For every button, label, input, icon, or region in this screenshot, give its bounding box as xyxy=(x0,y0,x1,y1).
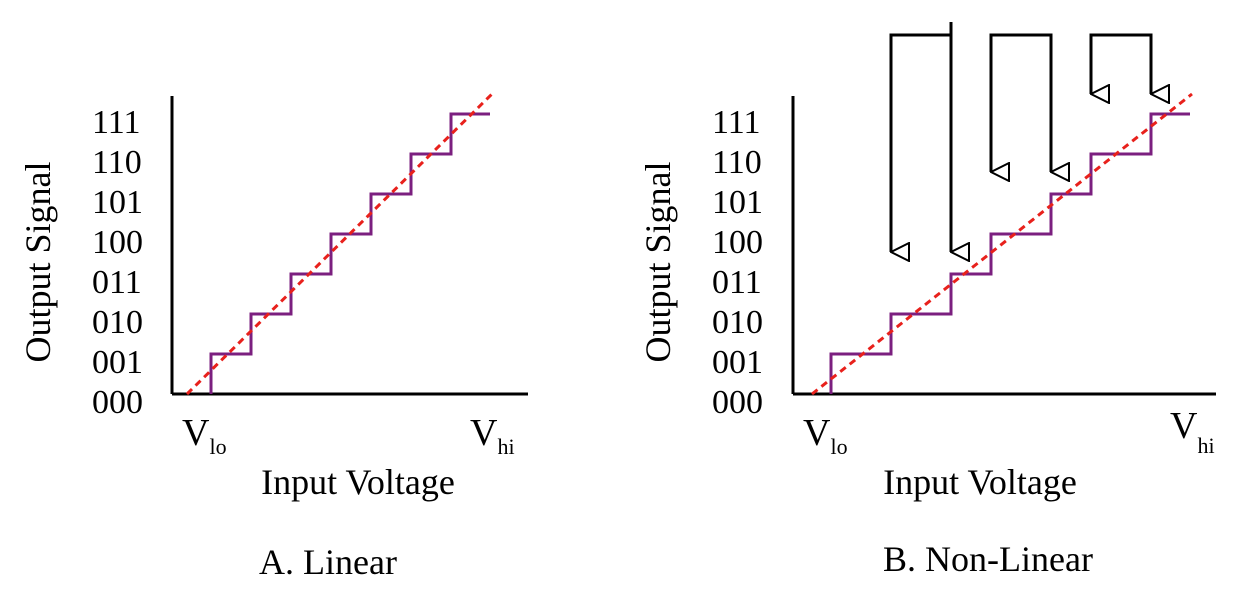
bracket-arrow-medium xyxy=(989,33,1051,172)
y-tick-011: 011 xyxy=(92,264,142,301)
y-tick-110: 110 xyxy=(92,144,142,181)
v-hi-label: Vhi xyxy=(470,412,515,459)
step-width-arrows xyxy=(889,22,1151,252)
x-axis-title: Input Voltage xyxy=(883,462,1077,502)
y-axis-title: Output Signal xyxy=(18,161,58,362)
y-tick-000: 000 xyxy=(92,384,143,421)
v-hi-symbol: V xyxy=(470,412,498,454)
y-axis-title: Output Signal xyxy=(638,161,678,362)
v-hi-subscript: hi xyxy=(497,434,514,459)
y-tick-000: 000 xyxy=(712,384,763,421)
ideal-transfer-line xyxy=(811,92,1193,396)
y-tick-100: 100 xyxy=(92,224,143,261)
y-tick-111: 111 xyxy=(92,104,140,141)
v-lo-label: Vlo xyxy=(182,412,227,459)
y-tick-001: 001 xyxy=(712,344,763,381)
y-tick-labels: 000 001 010 011 100 101 110 111 xyxy=(712,104,763,421)
v-hi-label: Vhi xyxy=(1170,405,1215,458)
y-tick-100: 100 xyxy=(712,224,763,261)
v-lo-subscript: lo xyxy=(830,434,847,459)
y-tick-110: 110 xyxy=(712,144,762,181)
y-tick-010: 010 xyxy=(712,304,763,341)
y-tick-111: 111 xyxy=(712,104,760,141)
y-tick-101: 101 xyxy=(92,184,143,221)
panel-non-linear: 000 001 010 011 100 101 110 111 Output S… xyxy=(638,22,1216,579)
y-tick-101: 101 xyxy=(712,184,763,221)
panel-linear: 000 001 010 011 100 101 110 111 Output S… xyxy=(18,92,528,582)
panel-caption: B. Non-Linear xyxy=(883,539,1093,579)
output-staircase xyxy=(209,112,490,394)
bracket-arrow-narrow xyxy=(1089,33,1151,94)
v-lo-label: Vlo xyxy=(803,412,848,459)
y-tick-011: 011 xyxy=(712,264,762,301)
output-staircase xyxy=(829,112,1190,394)
v-lo-symbol: V xyxy=(182,412,210,454)
x-axis-title: Input Voltage xyxy=(261,462,455,502)
v-lo-subscript: lo xyxy=(209,434,226,459)
panel-caption: A. Linear xyxy=(259,542,397,582)
v-lo-symbol: V xyxy=(803,412,831,454)
y-tick-001: 001 xyxy=(92,344,143,381)
v-hi-subscript: hi xyxy=(1197,433,1214,458)
y-tick-labels: 000 001 010 011 100 101 110 111 xyxy=(92,104,143,421)
bracket-arrow-wide xyxy=(889,33,951,252)
v-hi-symbol: V xyxy=(1170,405,1198,447)
y-tick-010: 010 xyxy=(92,304,143,341)
ideal-transfer-line xyxy=(185,92,494,396)
